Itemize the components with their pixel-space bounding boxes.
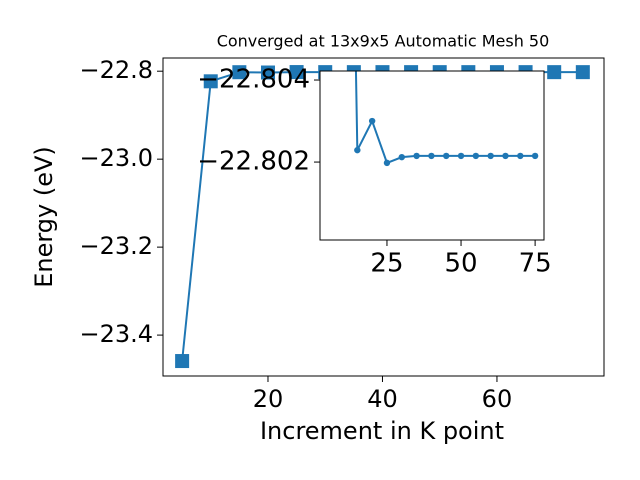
marker [487, 152, 494, 160]
marker [413, 152, 420, 160]
marker [457, 152, 465, 160]
marker [575, 65, 590, 80]
x-tick-label: 40 [367, 385, 398, 413]
y-tick-label: −22.8 [79, 56, 153, 84]
marker [502, 152, 509, 160]
y-tick-label: −22.802 [197, 147, 310, 177]
marker [203, 74, 218, 89]
marker [368, 117, 376, 125]
marker [443, 152, 450, 160]
marker [472, 152, 480, 160]
x-tick-label: 50 [444, 249, 477, 279]
axes-frame [162, 57, 605, 377]
marker [547, 65, 562, 80]
marker [354, 146, 361, 154]
x-tick-label: 25 [370, 249, 403, 279]
x-tick-label: 75 [519, 249, 552, 279]
marker [428, 152, 435, 160]
chart-title: Converged at 13x9x5 Automatic Mesh 50 [217, 32, 550, 51]
marker [232, 65, 247, 80]
marker [289, 65, 304, 80]
y-tick-label: −23.0 [79, 144, 153, 172]
axes-frame [319, 70, 545, 241]
x-axis-label: Increment in K point [260, 417, 504, 445]
marker [531, 152, 539, 160]
marker [175, 354, 190, 369]
marker [517, 152, 524, 160]
y-tick-label: −23.2 [79, 232, 153, 260]
marker [260, 65, 275, 80]
y-axis-label: Energy (eV) [30, 146, 58, 288]
y-tick-label: −22.804 [197, 65, 310, 95]
marker [383, 159, 391, 167]
marker [398, 153, 405, 161]
y-tick-label: −23.4 [79, 320, 153, 348]
x-tick-label: 60 [482, 385, 513, 413]
x-tick-label: 20 [253, 385, 284, 413]
plot-area [354, 71, 539, 167]
